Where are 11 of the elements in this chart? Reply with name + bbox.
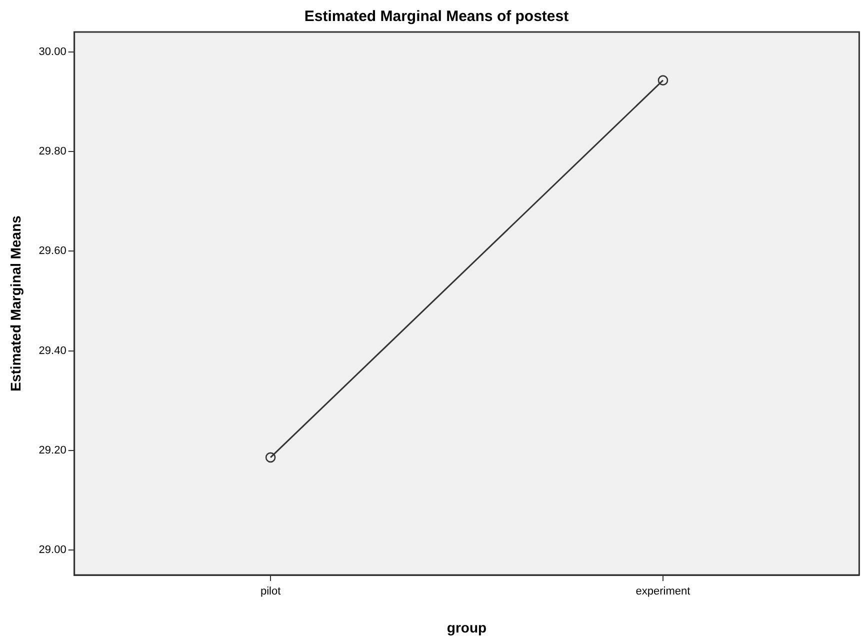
- x-tick-label: pilot: [260, 586, 281, 598]
- y-axis-title: Estimated Marginal Means: [7, 215, 24, 392]
- x-axis-title: group: [446, 619, 487, 636]
- chart-title: Estimated Marginal Means of postest: [304, 8, 569, 26]
- y-tick-label: 29.20: [38, 444, 66, 456]
- x-tick-label: experiment: [636, 586, 690, 598]
- y-tick-label: 29.60: [38, 245, 66, 258]
- y-tick-label: 29.80: [38, 146, 66, 158]
- y-tick-label: 29.40: [38, 344, 66, 357]
- y-tick-label: 30.00: [38, 46, 66, 58]
- y-tick-label: 29.00: [38, 544, 66, 556]
